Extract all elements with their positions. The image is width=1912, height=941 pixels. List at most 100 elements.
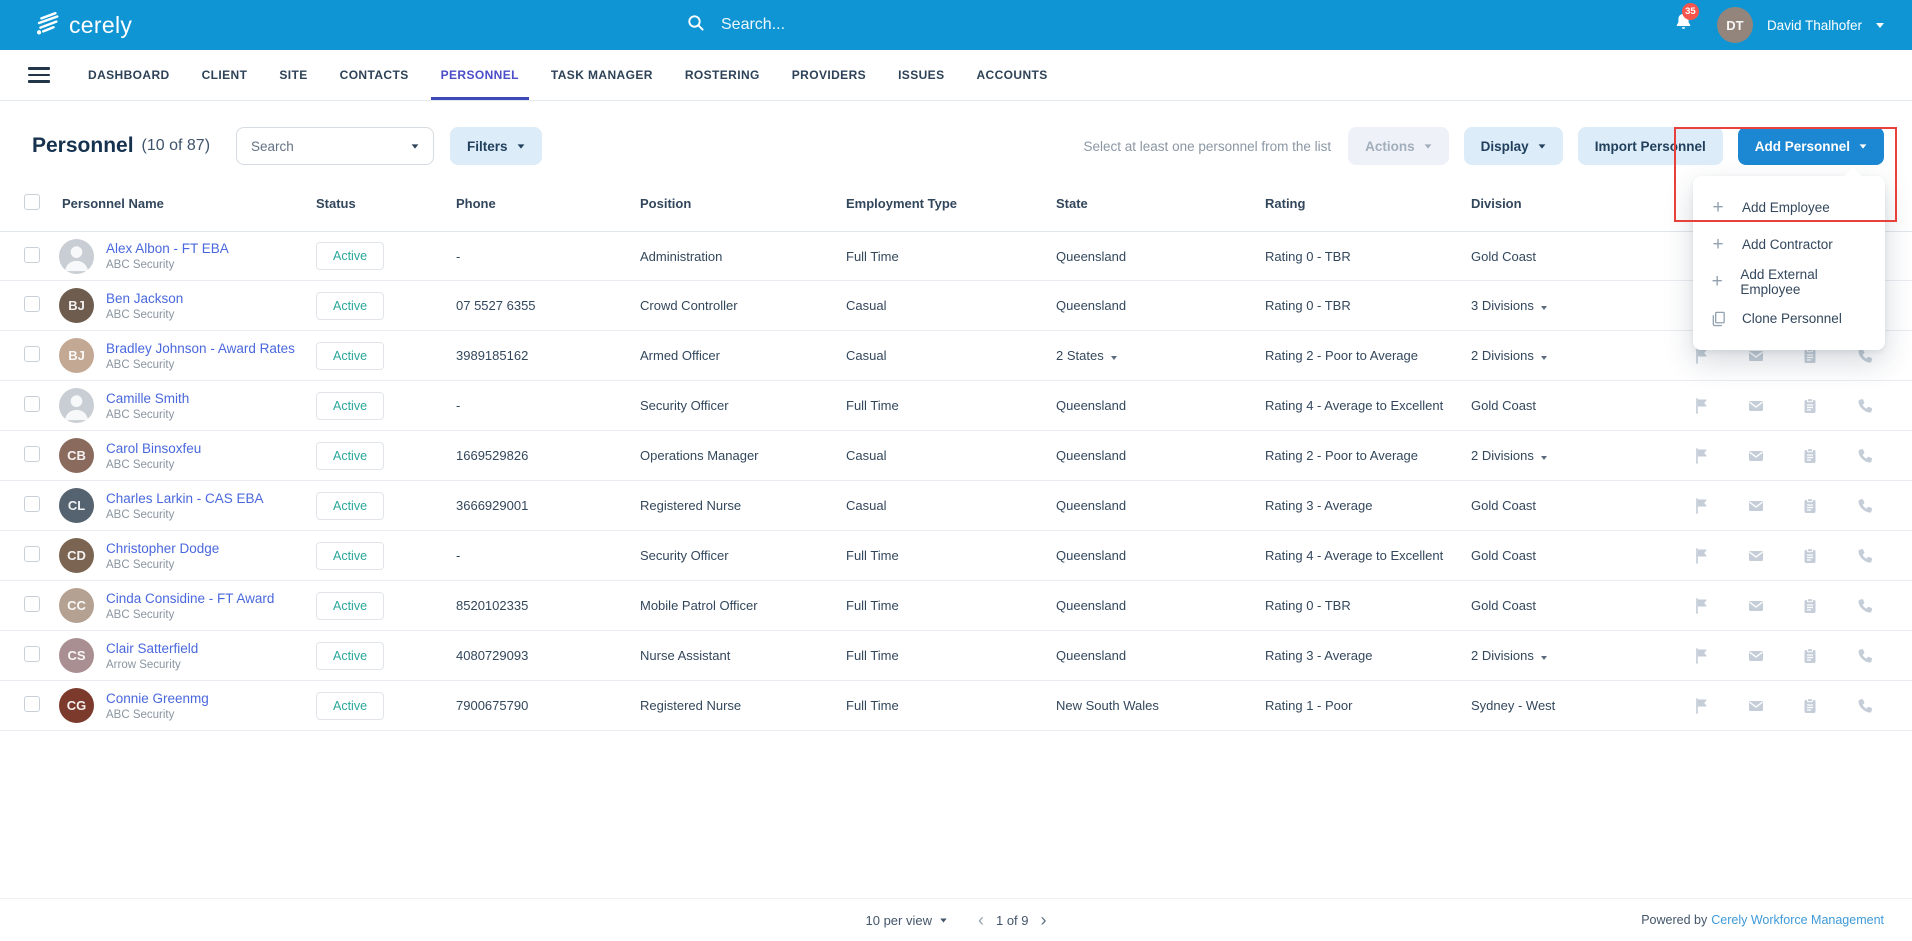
phone-icon[interactable] xyxy=(1855,347,1873,365)
mail-icon[interactable] xyxy=(1747,347,1765,365)
nav-tab[interactable]: TASK MANAGER xyxy=(550,68,653,82)
nav-tab[interactable]: ACCOUNTS xyxy=(976,68,1048,82)
personnel-name-link[interactable]: Alex Albon - FT EBA xyxy=(106,241,229,256)
notes-icon[interactable] xyxy=(1801,647,1819,665)
personnel-name-link[interactable]: Connie Greenmg xyxy=(106,690,209,706)
flag-icon[interactable] xyxy=(1693,597,1711,615)
nav-tab[interactable]: SITE xyxy=(279,68,308,82)
mail-icon[interactable] xyxy=(1747,447,1765,465)
powered-by-text: Powered by xyxy=(1641,913,1708,927)
state-dropdown-caret-icon[interactable] xyxy=(1110,356,1117,360)
row-checkbox[interactable] xyxy=(24,496,40,512)
division-dropdown-caret-icon[interactable] xyxy=(1540,656,1547,660)
notes-icon[interactable] xyxy=(1801,497,1819,515)
row-checkbox[interactable] xyxy=(24,446,40,462)
nav-tab[interactable]: CONTACTS xyxy=(339,68,409,82)
flag-icon[interactable] xyxy=(1693,347,1711,365)
nav-tab[interactable]: CLIENT xyxy=(201,68,248,82)
add-personnel-button[interactable]: Add Personnel xyxy=(1737,127,1884,165)
import-personnel-button[interactable]: Import Personnel xyxy=(1577,127,1723,165)
rating-cell: Rating 4 - Average to Excellent xyxy=(1265,548,1444,563)
menu-toggle-icon[interactable] xyxy=(28,67,50,83)
nav-tab[interactable]: ISSUES xyxy=(898,68,945,82)
nav-tab[interactable]: PROVIDERS xyxy=(791,68,867,82)
notes-icon[interactable] xyxy=(1801,697,1819,715)
next-page-icon[interactable]: › xyxy=(1040,910,1047,930)
user-name[interactable]: David Thalhofer xyxy=(1766,17,1862,33)
position-cell: Operations Manager xyxy=(640,448,759,463)
mail-icon[interactable] xyxy=(1747,547,1765,565)
row-checkbox[interactable] xyxy=(24,696,40,712)
personnel-name-link[interactable]: Charles Larkin - CAS EBA xyxy=(106,490,264,506)
row-checkbox[interactable] xyxy=(24,646,40,662)
row-checkbox[interactable] xyxy=(24,246,40,263)
flag-icon[interactable] xyxy=(1693,547,1711,565)
nav-tab[interactable]: ROSTERING xyxy=(684,68,760,82)
notifications-button[interactable]: 35 xyxy=(1672,3,1699,39)
row-checkbox[interactable] xyxy=(24,396,40,412)
avatar-initials: CL xyxy=(67,498,86,513)
personnel-name-link[interactable]: Camille Smith xyxy=(106,390,190,406)
division-dropdown-caret-icon[interactable] xyxy=(1540,356,1547,360)
add-menu-item[interactable]: + Add Contractor xyxy=(1693,226,1885,263)
employment-type-cell: Casual xyxy=(846,448,887,463)
select-all-checkbox[interactable] xyxy=(24,193,40,210)
flag-icon[interactable] xyxy=(1693,447,1711,465)
phone-icon[interactable] xyxy=(1855,497,1873,515)
phone-icon[interactable] xyxy=(1855,647,1873,665)
division-dropdown-caret-icon[interactable] xyxy=(1540,456,1547,460)
division-dropdown-caret-icon[interactable] xyxy=(1540,306,1547,310)
phone-icon[interactable] xyxy=(1855,447,1873,465)
actions-button[interactable]: Actions xyxy=(1348,127,1449,165)
notes-icon[interactable] xyxy=(1801,547,1819,565)
phone-icon[interactable] xyxy=(1855,397,1873,415)
add-menu-item[interactable]: + Add Employee xyxy=(1693,189,1885,226)
notes-icon[interactable] xyxy=(1801,397,1819,415)
mail-icon[interactable] xyxy=(1747,697,1765,715)
app-logo[interactable]: cerely xyxy=(33,0,132,50)
user-menu-caret-icon[interactable] xyxy=(1876,22,1884,28)
user-avatar[interactable]: DT xyxy=(1716,7,1753,43)
personnel-name-link[interactable]: Carol Binsoxfeu xyxy=(106,440,202,456)
personnel-name-link[interactable]: Ben Jackson xyxy=(106,290,184,306)
add-menu-item[interactable]: + Add External Employee xyxy=(1693,263,1885,300)
flag-icon[interactable] xyxy=(1693,397,1711,415)
phone-icon[interactable] xyxy=(1855,697,1873,715)
phone-icon[interactable] xyxy=(1855,597,1873,615)
personnel-name-link[interactable]: Cinda Considine - FT Award xyxy=(106,590,275,606)
phone-icon[interactable] xyxy=(1855,547,1873,565)
mail-icon[interactable] xyxy=(1747,397,1765,415)
position-cell: Nurse Assistant xyxy=(640,648,731,663)
chevron-down-icon xyxy=(517,143,524,149)
display-button[interactable]: Display xyxy=(1463,127,1563,165)
division-value: 2 Divisions xyxy=(1471,348,1534,363)
row-checkbox[interactable] xyxy=(24,596,40,612)
per-page-select[interactable]: 10 per view xyxy=(865,913,948,928)
mail-icon[interactable] xyxy=(1747,647,1765,665)
flag-icon[interactable] xyxy=(1693,647,1711,665)
flag-icon[interactable] xyxy=(1693,697,1711,715)
personnel-name-link[interactable]: Clair Satterfield xyxy=(106,640,199,656)
powered-by-link[interactable]: Cerely Workforce Management xyxy=(1711,913,1884,927)
mail-icon[interactable] xyxy=(1747,497,1765,515)
mail-icon[interactable] xyxy=(1747,597,1765,615)
personnel-name-link[interactable]: Bradley Johnson - Award Rates xyxy=(106,340,295,356)
position-cell: Registered Nurse xyxy=(640,698,742,713)
notes-icon[interactable] xyxy=(1801,447,1819,465)
notes-icon[interactable] xyxy=(1801,597,1819,615)
company-label: Arrow Security xyxy=(106,658,181,671)
nav-tab[interactable]: DASHBOARD xyxy=(88,68,170,82)
prev-page-icon[interactable]: ‹ xyxy=(977,910,984,930)
filters-button[interactable]: Filters xyxy=(450,127,542,165)
division-cell: 2 Divisions xyxy=(1471,448,1673,463)
global-search-input[interactable] xyxy=(721,16,981,34)
row-checkbox[interactable] xyxy=(24,296,40,312)
row-checkbox[interactable] xyxy=(24,546,40,562)
table-search-select[interactable]: Search xyxy=(236,127,435,165)
nav-tab[interactable]: PERSONNEL xyxy=(425,50,535,100)
row-checkbox[interactable] xyxy=(24,346,40,362)
actions-label: Actions xyxy=(1365,138,1415,154)
add-menu-item[interactable]: Clone Personnel xyxy=(1693,300,1885,337)
personnel-name-link[interactable]: Christopher Dodge xyxy=(106,540,220,556)
flag-icon[interactable] xyxy=(1693,497,1711,515)
